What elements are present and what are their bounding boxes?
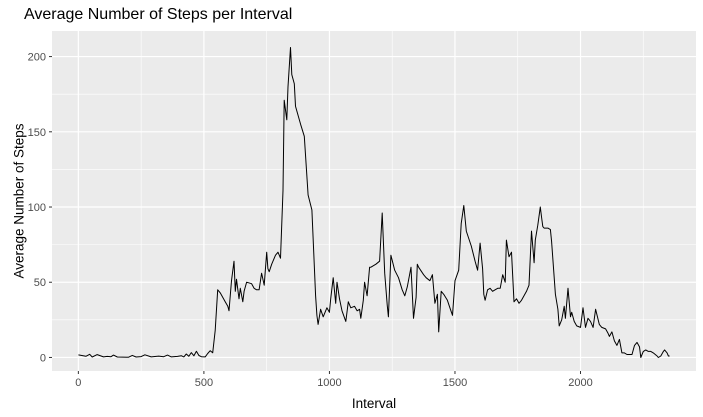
axis-ticks	[49, 56, 582, 374]
chart-title: Average Number of Steps per Interval	[24, 6, 293, 23]
y-tick-label: 0	[40, 352, 46, 364]
y-axis-title: Average Number of Steps	[12, 123, 27, 278]
x-tick-label: 1500	[443, 377, 467, 389]
major-gridlines	[52, 31, 696, 371]
series-line	[78, 47, 670, 358]
x-tick-label: 500	[195, 377, 213, 389]
y-tick-label: 50	[34, 277, 46, 289]
axis-tick-labels: 0 500 1000 1500 2000 0 50 100 150 200	[28, 52, 593, 389]
x-tick-label: 2000	[568, 377, 592, 389]
y-tick-label: 150	[28, 127, 46, 139]
y-tick-label: 100	[28, 202, 46, 214]
x-tick-label: 0	[75, 377, 81, 389]
x-tick-label: 1000	[317, 377, 341, 389]
minor-gridlines	[52, 31, 696, 371]
plot-panel	[52, 31, 696, 371]
y-tick-label: 200	[28, 52, 46, 64]
x-axis-title: Interval	[352, 396, 396, 411]
